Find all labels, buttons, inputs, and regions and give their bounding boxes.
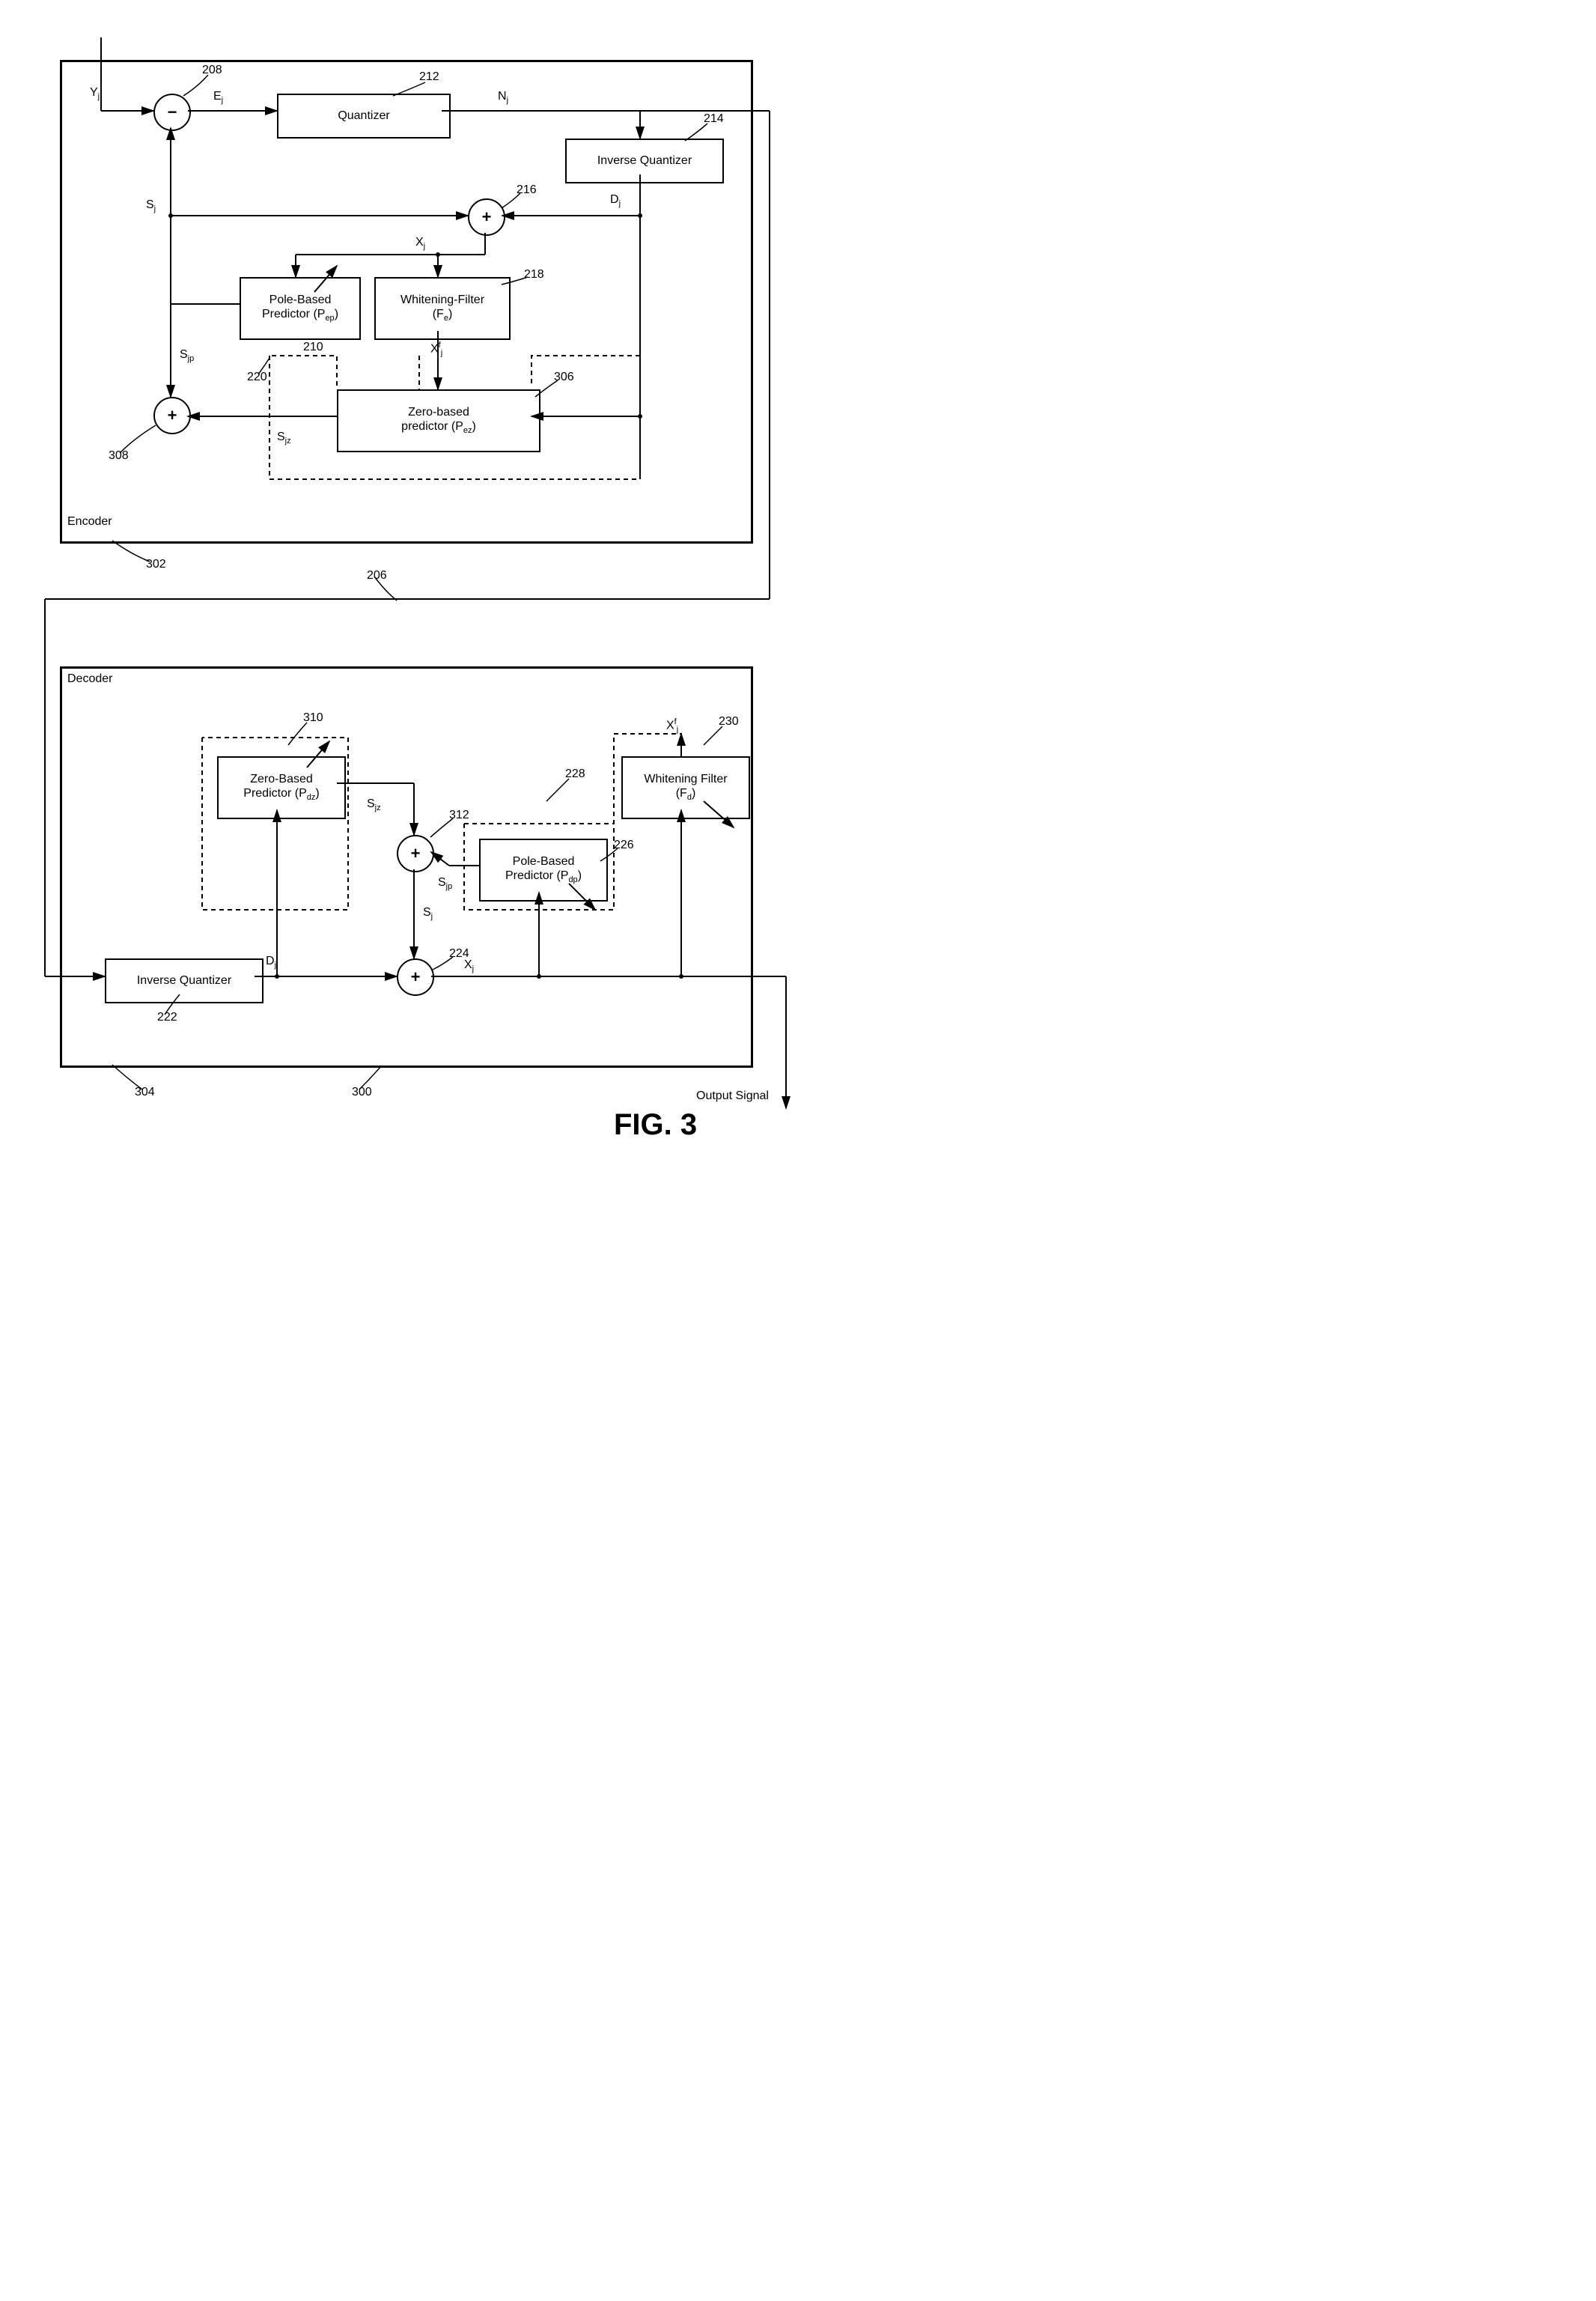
dec-sum-x-node: + [397, 958, 434, 996]
zero-pred-l2: predictor (Pez) [401, 419, 476, 436]
sum-e-node: − [153, 94, 191, 131]
ref-210: 210 [303, 341, 323, 354]
Yj-label: Yj [90, 86, 100, 101]
diagram-root: Encoder Decoder Quantizer Inverse Quanti… [15, 15, 813, 1165]
sum-sj-symbol: + [168, 406, 177, 425]
output-signal-label: Output Signal [696, 1089, 769, 1103]
sum-e-symbol: − [168, 103, 177, 122]
dec-iq-label: Inverse Quantizer [137, 973, 231, 988]
ref-214: 214 [704, 112, 724, 126]
ref-222: 222 [157, 1011, 177, 1024]
figure-label: FIG. 3 [614, 1108, 697, 1142]
dec-inv-quantizer-block: Inverse Quantizer [105, 958, 264, 1003]
sum-x-node: + [468, 198, 505, 236]
whitening-l1: Whitening-Filter [400, 293, 484, 307]
ref-206: 206 [367, 569, 387, 583]
dec-wf-l1: Whitening Filter [644, 772, 727, 786]
ref-230: 230 [719, 715, 739, 729]
dec-zero-l2: Predictor (Pdz) [243, 786, 319, 803]
ref-300: 300 [352, 1086, 372, 1099]
ref-228: 228 [565, 767, 585, 781]
ref-212: 212 [419, 70, 439, 84]
Xj-label: Xj [415, 236, 425, 251]
Ej-label: Ej [213, 90, 223, 105]
zero-predictor-block: Zero-based predictor (Pez) [337, 389, 540, 452]
dec-sum-sj-node: + [397, 835, 434, 872]
quantizer-block: Quantizer [277, 94, 451, 139]
whitening-l2: (Fe) [433, 307, 453, 323]
Sjp-label: Sjp [180, 348, 194, 363]
dec-Sjz-label: Sjz [367, 797, 381, 812]
pole-predictor-block: Pole-Based Predictor (Pep) [240, 277, 361, 340]
dec-pole-predictor-block: Pole-Based Predictor (Pdp) [479, 839, 608, 902]
ref-312: 312 [449, 809, 469, 822]
dec-Dj-label: Dj [266, 955, 276, 970]
pole-predictor-l1: Pole-Based [269, 293, 332, 307]
inverse-quantizer-block: Inverse Quantizer [565, 139, 724, 183]
ref-302: 302 [146, 558, 166, 571]
ref-308: 308 [109, 449, 129, 463]
inv-quantizer-label: Inverse Quantizer [597, 153, 692, 168]
ref-304: 304 [135, 1086, 155, 1099]
dec-wf-l2: (Fd) [676, 786, 696, 803]
ref-220: 220 [247, 371, 267, 384]
dec-Xj-label: Xj [464, 958, 474, 973]
ref-218: 218 [524, 268, 544, 282]
dec-whitening-block: Whitening Filter (Fd) [621, 756, 750, 819]
sum-sj-node: + [153, 397, 191, 434]
dec-Sj-label: Sj [423, 906, 433, 921]
Dj-label: Dj [610, 193, 621, 208]
Sj-label: Sj [146, 198, 156, 213]
pole-predictor-l2: Predictor (Pep) [262, 307, 338, 323]
whitening-filter-block: Whitening-Filter (Fe) [374, 277, 511, 340]
dec-Xjf-label: Xfj [666, 717, 678, 735]
dec-pole-l2: Predictor (Pdp) [505, 869, 582, 885]
ref-224: 224 [449, 947, 469, 961]
dec-pole-l1: Pole-Based [513, 854, 575, 869]
Nj-label: Nj [498, 90, 508, 105]
Xjf-label: Xfj [430, 341, 442, 358]
quantizer-label: Quantizer [338, 109, 389, 123]
dec-sum-x-symbol: + [411, 967, 421, 987]
ref-310: 310 [303, 711, 323, 725]
ref-208: 208 [202, 64, 222, 77]
dec-zero-predictor-block: Zero-Based Predictor (Pdz) [217, 756, 346, 819]
encoder-label: Encoder [67, 515, 112, 529]
Sjz-label: Sjz [277, 431, 291, 446]
ref-216: 216 [517, 183, 537, 197]
ref-226: 226 [614, 839, 634, 852]
zero-pred-l1: Zero-based [408, 405, 469, 419]
sum-x-symbol: + [482, 207, 492, 227]
ref-306: 306 [554, 371, 574, 384]
decoder-label: Decoder [67, 672, 112, 686]
dec-zero-l1: Zero-Based [250, 772, 313, 786]
dec-Sjp-label: Sjp [438, 876, 452, 891]
dec-sum-sj-symbol: + [411, 844, 421, 863]
